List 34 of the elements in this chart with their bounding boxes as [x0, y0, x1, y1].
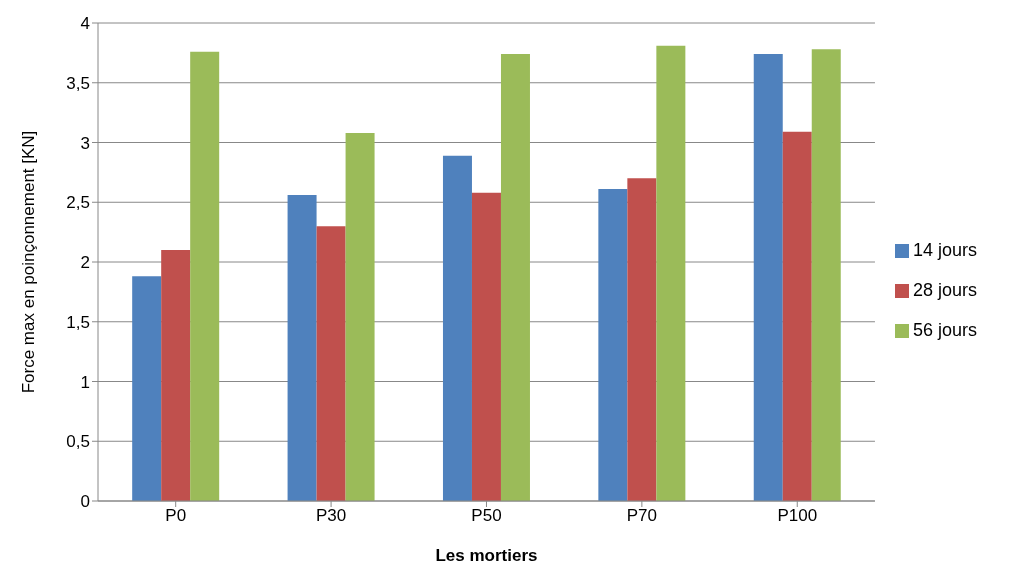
- y-tick-label: 2,5: [66, 193, 90, 213]
- y-tick-label: 4: [80, 14, 90, 34]
- bar: [598, 189, 628, 501]
- bar: [190, 51, 220, 501]
- bar: [345, 132, 375, 501]
- y-axis-title: Force max en poinçonnement [KN]: [19, 130, 39, 394]
- bar: [811, 49, 841, 501]
- bar: [782, 131, 812, 501]
- y-tick-label: 0: [80, 492, 90, 512]
- y-tick-label: 2: [80, 253, 90, 273]
- y-tick-label: 0,5: [66, 432, 90, 452]
- bar: [161, 250, 191, 501]
- bar: [132, 276, 162, 501]
- bar: [753, 54, 783, 501]
- bar: [316, 226, 346, 501]
- x-tick-label: P0: [165, 506, 187, 526]
- legend-label: 28 jours: [912, 279, 977, 300]
- x-tick-label: P30: [315, 506, 347, 526]
- x-tick-label: P100: [777, 506, 818, 526]
- y-tick-label: 3: [80, 133, 90, 153]
- bar: [627, 178, 657, 501]
- legend-label: 56 jours: [912, 319, 977, 340]
- x-axis-title: Les mortiers: [435, 546, 538, 565]
- x-tick-label: P50: [471, 506, 502, 526]
- bar: [442, 155, 472, 501]
- bar: [500, 54, 530, 501]
- bar: [656, 45, 686, 501]
- bar: [471, 192, 501, 501]
- y-tick-label: 1: [80, 372, 90, 392]
- y-tick-label: 3,5: [66, 73, 90, 93]
- bar: [287, 195, 317, 501]
- legend-label: 14 jours: [912, 239, 977, 260]
- y-tick-label: 1,5: [66, 312, 90, 332]
- x-tick-label: P70: [626, 506, 657, 526]
